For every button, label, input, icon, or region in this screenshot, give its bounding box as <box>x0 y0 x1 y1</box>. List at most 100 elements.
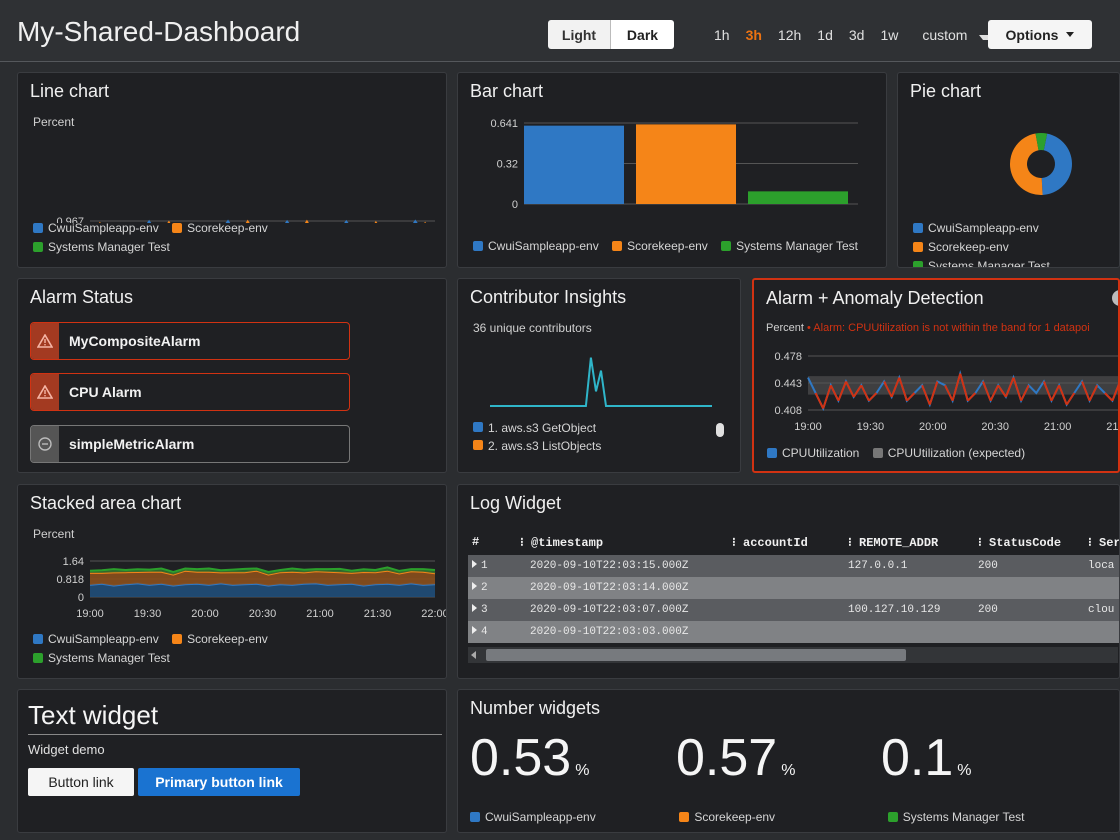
time-range-3h[interactable]: 3h <box>745 27 762 43</box>
legend-item[interactable]: Scorekeep-env <box>679 808 874 826</box>
widget-title: Line chart <box>30 81 110 101</box>
scroll-left-arrow-icon[interactable] <box>471 651 476 659</box>
anomaly-segment <box>1004 377 1015 398</box>
legend-item[interactable]: Scorekeep-env <box>172 219 268 237</box>
alarm-item[interactable]: CPU Alarm <box>30 373 350 411</box>
expand-arrow-icon <box>472 626 477 634</box>
column-header[interactable]: ⁝ REMOTE_ADDR <box>848 535 939 550</box>
alarm-status-widget: Alarm Status MyCompositeAlarm CPU Alarm … <box>17 278 447 473</box>
row-expand[interactable]: 4 <box>468 626 520 638</box>
theme-dark-button[interactable]: Dark <box>611 20 674 49</box>
time-range-1d[interactable]: 1d <box>817 27 833 43</box>
legend-item[interactable]: CPUUtilization (expected) <box>872 444 1025 462</box>
line-chart-widget: Line chart Percent 0.9670.483019:0019:30… <box>17 72 447 268</box>
swatch-blue <box>767 448 777 458</box>
anomaly-segment <box>906 392 916 402</box>
table-row[interactable]: 2 2020-09-10T22:03:14.000Z <box>468 577 1119 599</box>
horizontal-scrollbar[interactable] <box>468 647 1118 663</box>
y-unit-label: Percent <box>33 527 75 541</box>
legend-item[interactable]: Systems Manager Test <box>887 808 1025 826</box>
column-header[interactable]: ⁝ Ser <box>1088 535 1120 550</box>
primary-button-link[interactable]: Primary button link <box>138 768 300 796</box>
anomaly-segment <box>890 377 901 398</box>
legend-label: CwuiSampleapp-env <box>48 632 159 646</box>
anomaly-segment <box>860 384 870 402</box>
widget-title: Alarm + Anomaly Detection <box>766 288 984 308</box>
time-range-1h[interactable]: 1h <box>714 27 730 43</box>
contributor-chart-plot <box>490 357 712 407</box>
legend-item[interactable]: CPUUtilization <box>767 444 859 462</box>
anomaly-segment <box>1050 384 1060 402</box>
legend-label: Scorekeep-env <box>187 632 268 646</box>
legend-item[interactable]: Scorekeep-env <box>172 630 268 648</box>
legend-label: CwuiSampleapp-env <box>48 221 159 235</box>
series-line <box>89 566 436 574</box>
legend-item[interactable]: Systems Manager Test <box>721 237 858 255</box>
swatch-orange <box>679 812 690 822</box>
anomaly-segment <box>845 381 855 398</box>
legend-item[interactable]: CwuiSampleapp-env <box>33 630 159 648</box>
bar-chart-widget: Bar chart 0.641 0.32 0 CwuiSampleapp-env S… <box>457 72 887 268</box>
legend-item[interactable]: Systems Manager Test <box>33 238 170 256</box>
column-header[interactable]: ⁝ @timestamp <box>520 535 604 550</box>
legend-item[interactable]: CwuiSampleapp-env <box>33 219 159 237</box>
button-link[interactable]: Button link <box>28 768 134 796</box>
table-row[interactable]: 1 2020-09-10T22:03:15.000Z 127.0.0.1 200… <box>468 555 1119 577</box>
time-range-3d[interactable]: 3d <box>848 27 865 43</box>
column-header[interactable]: ⁝ StatusCode <box>978 535 1062 550</box>
swatch-orange <box>172 634 183 644</box>
anomaly-segment <box>868 392 878 402</box>
row-number: 2 <box>481 582 488 594</box>
alarm-message: Alarm: CPUUtilization is not within the … <box>813 322 1090 334</box>
swatch-green <box>721 241 732 251</box>
anomaly-segment <box>997 384 1007 398</box>
series-line <box>490 357 712 407</box>
legend-item[interactable]: 2. aws.s3 ListObjects <box>473 437 713 455</box>
legend-label: Systems Manager Test <box>902 810 1025 824</box>
legend-item[interactable]: CwuiSampleapp-env <box>473 237 599 255</box>
row-expand[interactable]: 1 <box>468 560 520 572</box>
widget-title: Contributor Insights <box>470 287 627 307</box>
info-icon[interactable] <box>1112 290 1118 306</box>
anomaly-segment <box>1042 381 1053 402</box>
legend-label: Scorekeep-env <box>694 810 776 824</box>
anomaly-segment <box>982 381 992 402</box>
theme-light-button[interactable]: Light <box>548 20 611 49</box>
anomaly-chart-plot: 0.478 0.443 0.408 19:00 19:30 20:00 20:30 21:00… <box>774 351 1118 433</box>
table-row[interactable]: 4 2020-09-10T22:03:03.000Z <box>468 621 1119 643</box>
legend-scrollbar[interactable] <box>716 423 724 437</box>
y-tick-label: 0.443 <box>774 378 802 390</box>
legend-item[interactable]: CwuiSampleapp-env <box>470 808 666 826</box>
time-range-1w[interactable]: 1w <box>880 27 899 43</box>
contributor-insights-widget: Contributor Insights 36 unique contribut… <box>457 278 741 473</box>
legend-item[interactable]: Systems Manager Test <box>913 257 1050 267</box>
legend-label: Systems Manager Test <box>48 651 170 665</box>
bar <box>524 125 624 204</box>
y-tick-label: 0.641 <box>490 118 518 130</box>
anomaly-segment <box>1065 392 1076 406</box>
column-header[interactable]: # <box>472 535 480 549</box>
legend-item[interactable]: CwuiSampleapp-env <box>913 219 1039 237</box>
alarm-item[interactable]: simpleMetricAlarm <box>30 425 350 463</box>
alarm-item[interactable]: MyCompositeAlarm <box>30 322 350 360</box>
time-range-12h[interactable]: 12h <box>777 27 802 43</box>
metric-number: 0.57 <box>676 729 778 787</box>
chart-legend: CwuiSampleapp-env Scorekeep-env Systems … <box>33 630 443 668</box>
bar <box>636 124 736 204</box>
alarm-warning-icon <box>31 323 59 359</box>
cell-status-code: 200 <box>978 560 998 572</box>
scrollbar-thumb[interactable] <box>486 649 906 661</box>
row-expand[interactable]: 3 <box>468 604 520 616</box>
legend-item[interactable]: Systems Manager Test <box>33 649 170 667</box>
options-button[interactable]: Options <box>988 20 1092 49</box>
table-row[interactable]: 3 2020-09-10T22:03:07.000Z 100.127.10.12… <box>468 599 1119 621</box>
row-expand[interactable]: 2 <box>468 582 520 594</box>
y-tick-label: 0.408 <box>774 405 802 417</box>
chevron-down-icon <box>1066 32 1075 37</box>
column-header[interactable]: ⁝ accountId <box>732 535 808 550</box>
anomaly-segment <box>814 392 825 409</box>
legend-item[interactable]: 1. aws.s3 GetObject <box>473 419 713 437</box>
legend-item[interactable]: Scorekeep-env <box>913 238 1009 256</box>
legend-item[interactable]: Scorekeep-env <box>612 237 708 255</box>
x-tick-label: 19:30 <box>857 421 885 433</box>
